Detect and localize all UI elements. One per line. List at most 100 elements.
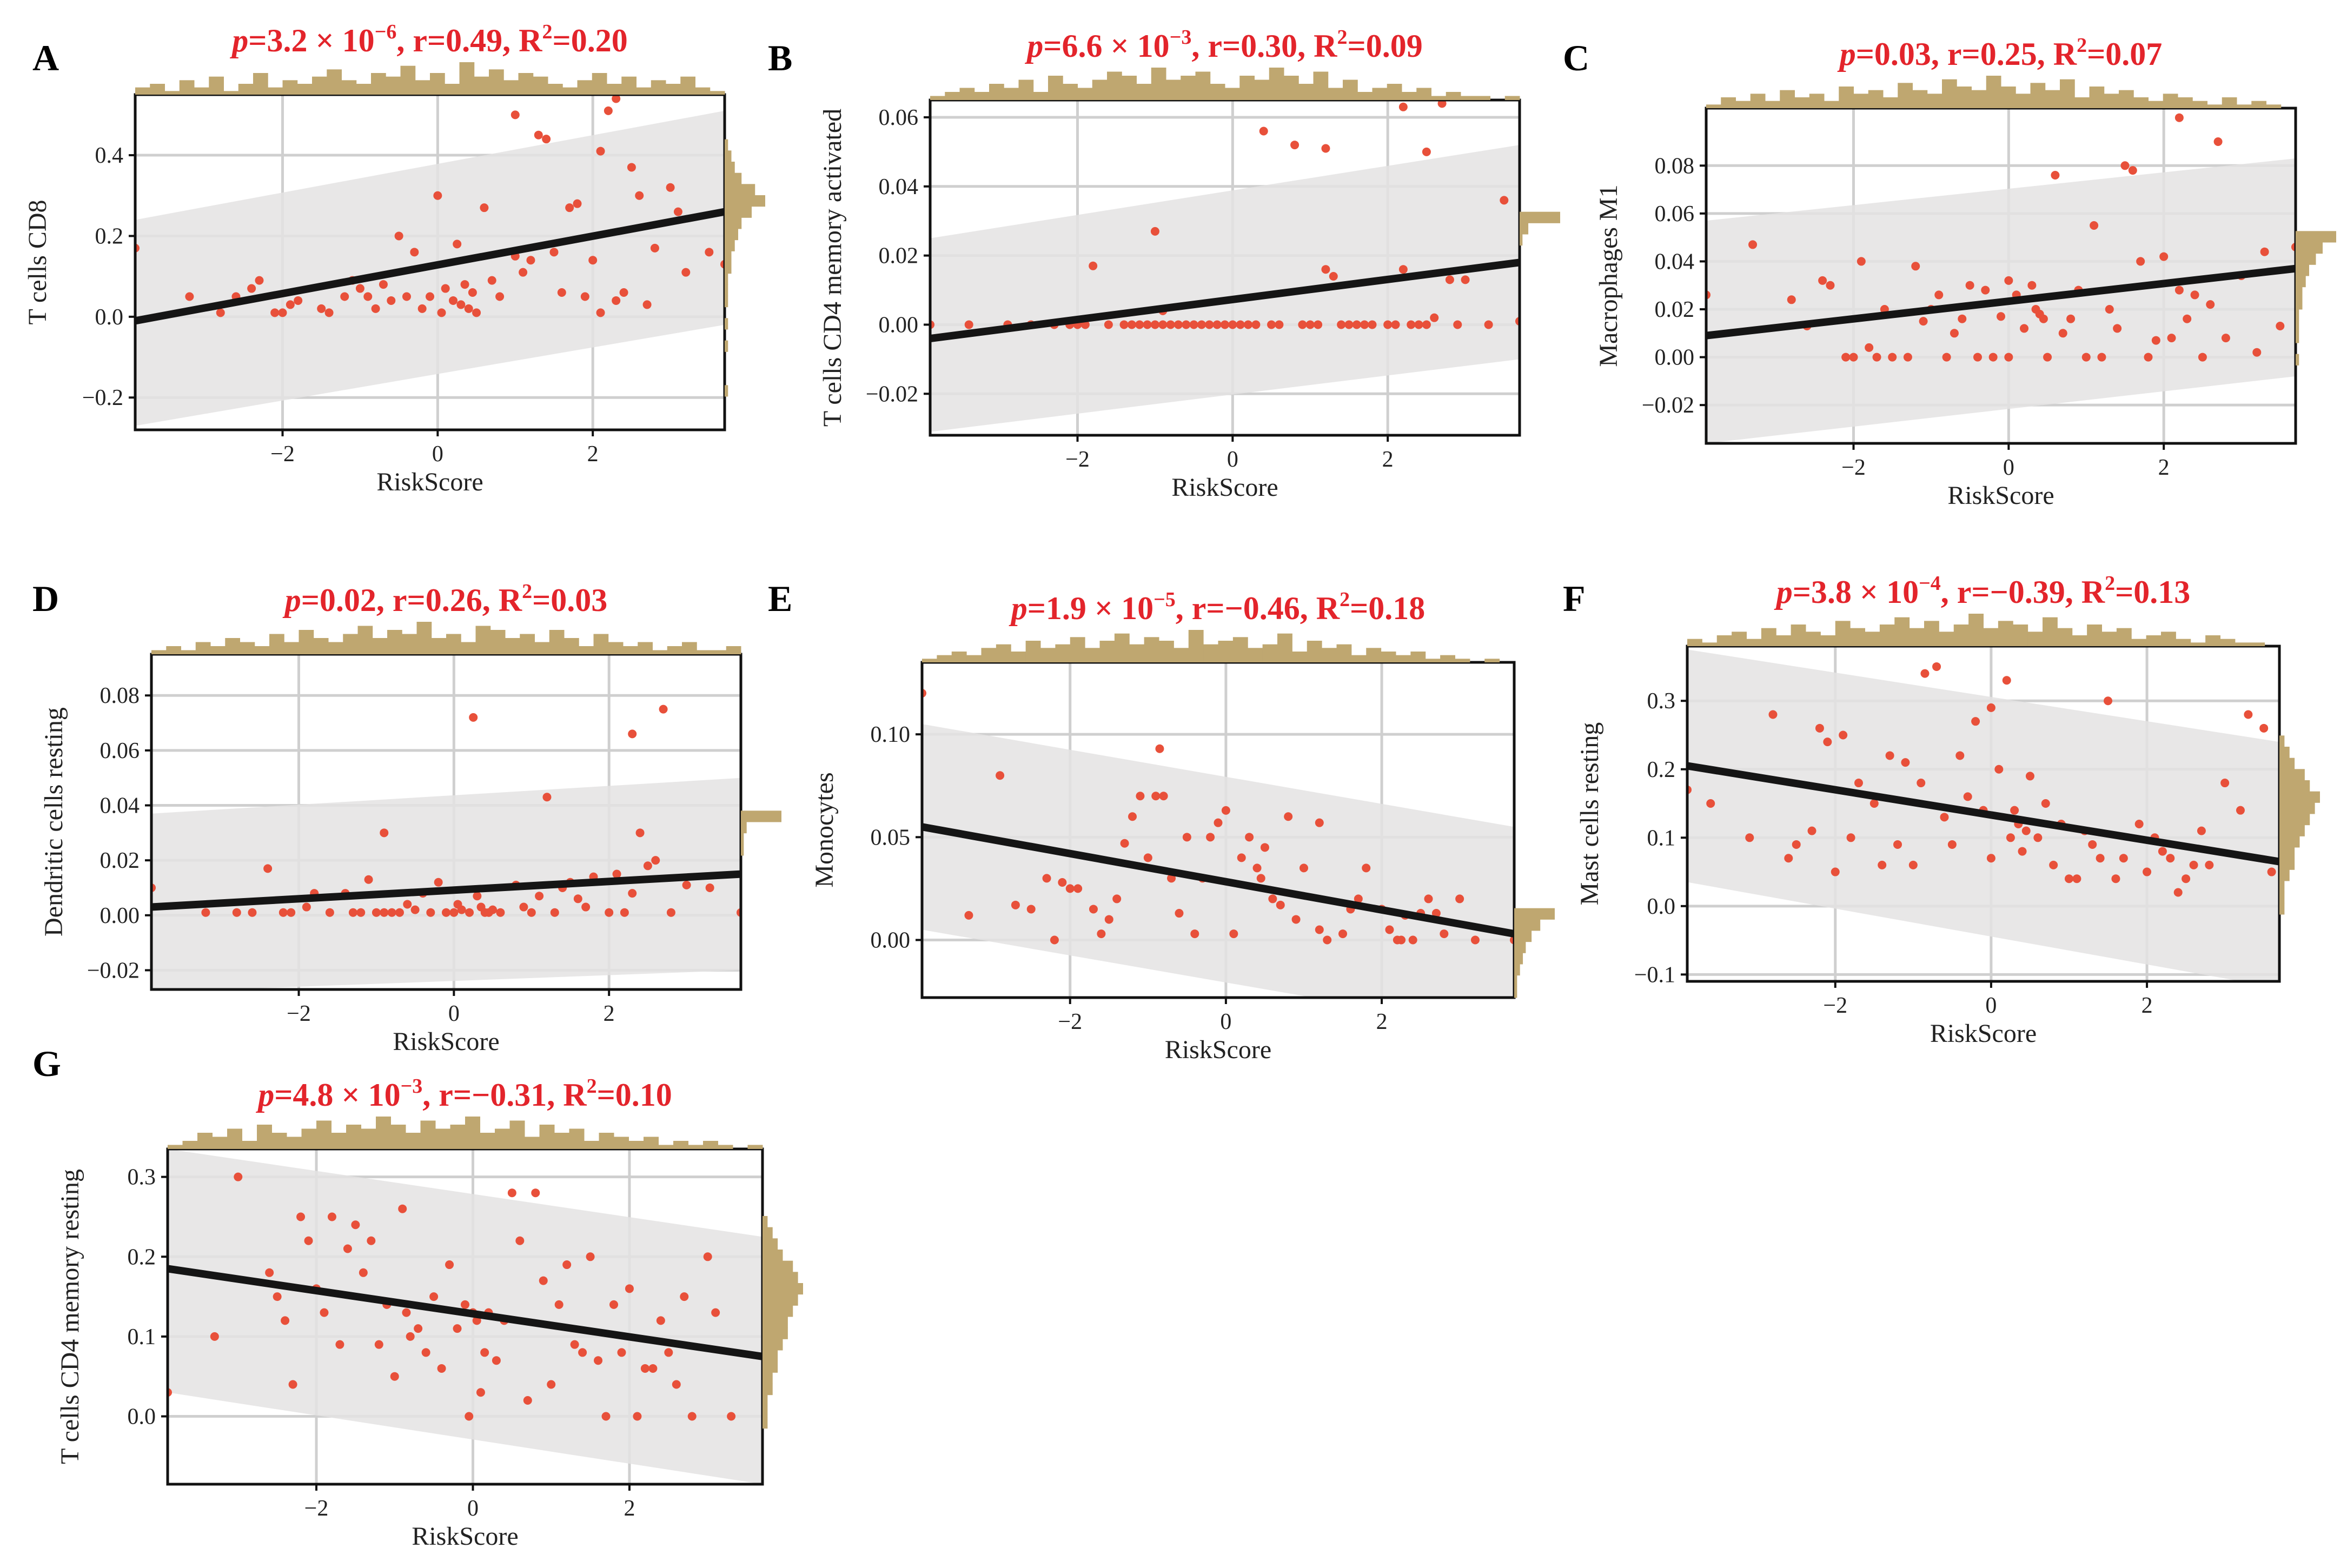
data-point — [2119, 854, 2128, 863]
data-point — [296, 1212, 306, 1221]
data-point — [1986, 703, 1995, 712]
data-point — [1940, 813, 1949, 822]
top-histogram-bar — [420, 1120, 436, 1149]
data-point — [1315, 925, 1324, 934]
top-histogram-bar — [2146, 635, 2162, 646]
top-histogram-bar — [386, 76, 401, 95]
right-histogram-bar — [725, 273, 728, 285]
data-point — [2081, 353, 2091, 362]
data-point — [402, 292, 411, 301]
data-point — [1174, 320, 1183, 329]
data-point — [2151, 336, 2160, 345]
data-point — [1706, 799, 1715, 808]
data-point — [1321, 144, 1330, 153]
data-point — [2198, 353, 2207, 362]
data-point — [1143, 320, 1152, 329]
top-histogram-bar — [1735, 101, 1751, 108]
data-point — [1461, 275, 1470, 284]
top-histogram-bar — [1129, 644, 1145, 662]
top-histogram-bar — [682, 642, 697, 654]
top-histogram-bar — [2015, 94, 2031, 108]
data-point — [1237, 853, 1246, 862]
data-point — [620, 908, 629, 917]
title-p-value: =6.6 × 10 — [1043, 28, 1169, 64]
data-point — [395, 908, 404, 917]
data-point — [2259, 723, 2269, 733]
top-histogram-bar — [1077, 88, 1093, 100]
y-tick-label: 0.2 — [95, 224, 124, 249]
top-histogram-bar — [1894, 617, 1910, 646]
confidence-band — [151, 778, 741, 989]
top-histogram-bar — [2030, 83, 2046, 108]
data-point — [1136, 792, 1145, 801]
y-tick-label: 0.08 — [100, 683, 140, 708]
right-histogram-bar — [741, 844, 744, 856]
plot-area — [930, 100, 1520, 435]
y-tick-label: 0.06 — [100, 739, 140, 763]
top-histogram-bar — [1195, 71, 1211, 100]
right-histogram-bar — [2279, 758, 2295, 769]
panel-label: B — [768, 37, 792, 78]
top-histogram-bar — [301, 1128, 317, 1149]
top-histogram-bar — [1820, 635, 1836, 646]
data-point — [1453, 320, 1462, 329]
top-histogram-bar — [2190, 642, 2206, 646]
right-histogram-bar — [725, 217, 742, 229]
top-histogram-bar — [1824, 101, 1839, 108]
top-histogram-bar — [1387, 84, 1402, 100]
title-r2-superscript: 2 — [542, 21, 553, 43]
right-histogram-bar — [763, 1283, 803, 1295]
right-histogram-bar — [2279, 791, 2320, 803]
right-histogram-bar — [725, 184, 755, 196]
data-point — [625, 1284, 634, 1293]
title-r-value: , r=0.30, R — [1191, 28, 1337, 64]
x-tick-label: 0 — [448, 1001, 460, 1026]
data-point — [2173, 888, 2183, 897]
data-point — [2252, 348, 2262, 357]
confidence-band — [930, 145, 1520, 432]
data-point — [279, 908, 288, 917]
panel-title: p=1.9 × 10−5, r=−0.46, R2=0.18 — [1009, 588, 1426, 626]
top-histogram-bar — [1239, 76, 1255, 100]
data-point — [609, 1300, 618, 1309]
top-histogram-bar — [2087, 624, 2102, 646]
data-point — [324, 308, 334, 317]
top-histogram-bar — [2235, 642, 2250, 646]
top-histogram-bar — [356, 84, 372, 95]
top-histogram-bar — [1716, 635, 1732, 646]
data-point — [1354, 894, 1363, 903]
data-point — [650, 243, 659, 253]
data-point — [604, 106, 613, 115]
data-point — [461, 1300, 469, 1309]
data-point — [2064, 874, 2073, 883]
data-point — [1841, 353, 1851, 362]
data-point — [2090, 221, 2099, 230]
top-histogram-bar — [614, 1137, 629, 1149]
data-point — [542, 135, 551, 144]
top-histogram-bar — [1794, 97, 1810, 108]
panel-title: p=0.02, r=0.26, R2=0.03 — [282, 580, 608, 618]
data-point — [449, 908, 459, 917]
right-histogram-bar — [2279, 735, 2285, 747]
data-point — [1383, 320, 1393, 329]
data-point — [656, 1316, 665, 1325]
top-histogram-bar — [937, 655, 952, 662]
top-histogram-bar — [710, 91, 725, 95]
data-point — [2236, 806, 2245, 815]
data-point — [612, 869, 621, 879]
data-point — [1166, 320, 1175, 329]
data-point — [2105, 305, 2114, 314]
top-histogram-bar — [1765, 101, 1780, 108]
data-point — [1857, 257, 1866, 266]
data-point — [1878, 860, 1887, 869]
data-point — [534, 130, 543, 139]
data-point — [510, 110, 520, 119]
top-histogram-bar — [357, 626, 373, 654]
title-p-symbol: p — [1009, 590, 1027, 626]
data-point — [1299, 863, 1308, 873]
data-point — [2018, 847, 2027, 856]
x-tick-label: 0 — [1227, 447, 1238, 472]
top-histogram-bar — [1166, 79, 1181, 100]
data-point — [1398, 265, 1408, 274]
x-tick-label: −2 — [1823, 993, 1847, 1018]
